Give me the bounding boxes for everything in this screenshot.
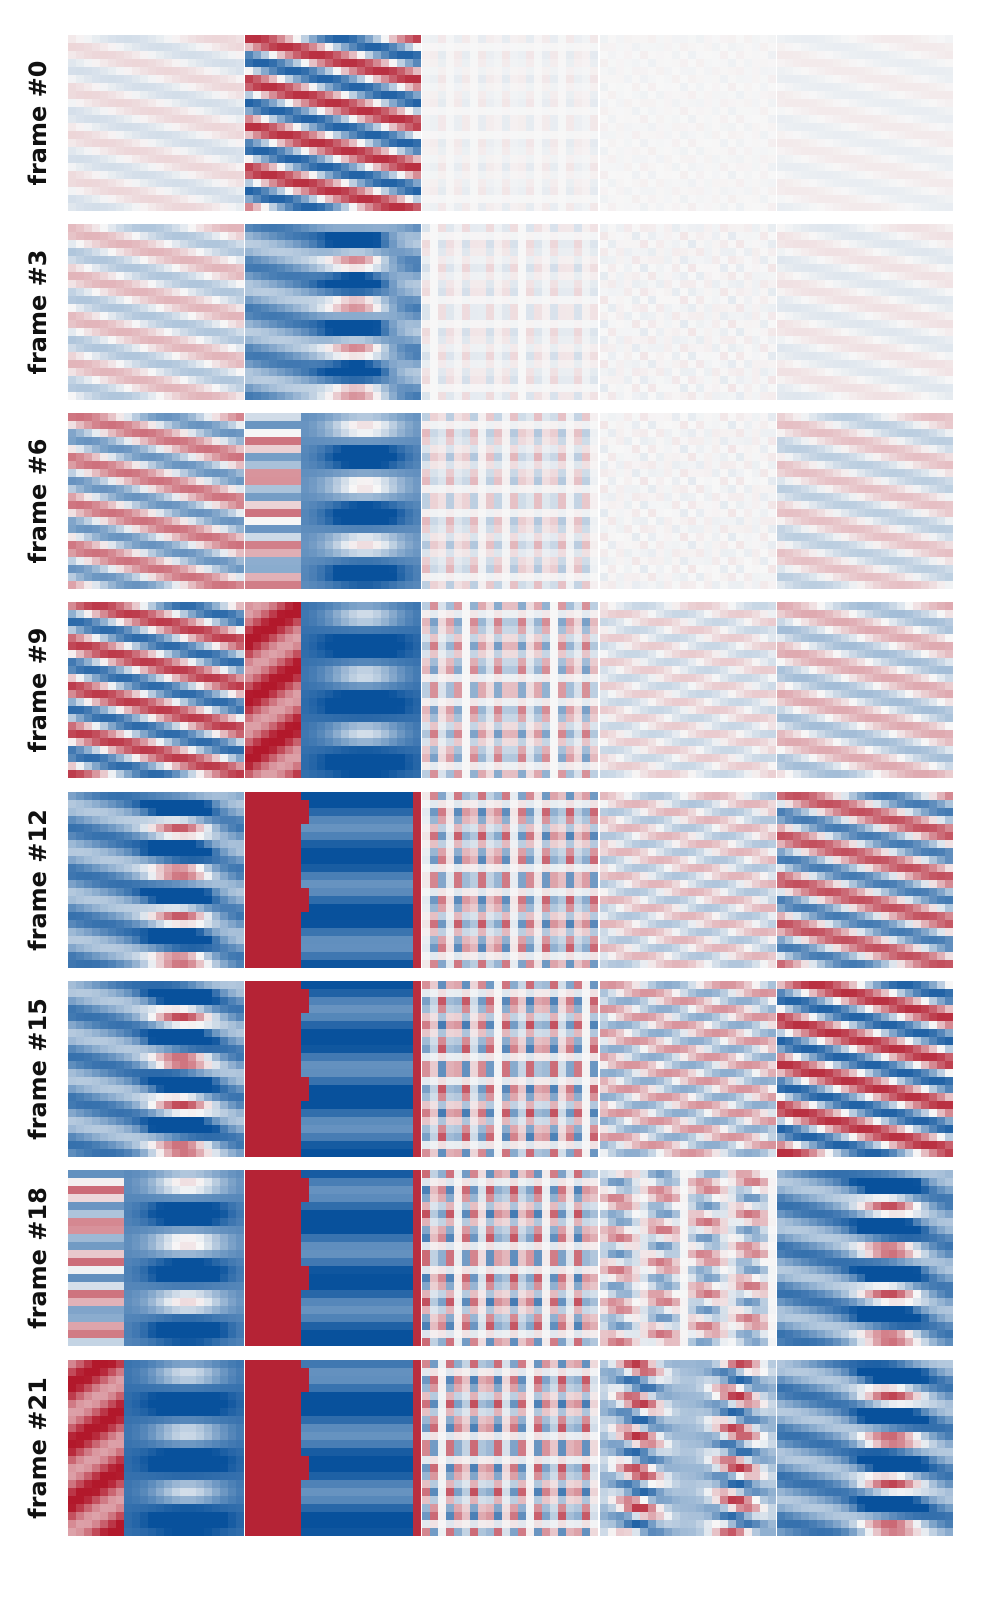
- heatmap-panel: [777, 35, 953, 211]
- heatmap-field: [68, 602, 244, 778]
- heatmap-panel: [68, 792, 244, 968]
- heatmap-panel: [422, 35, 598, 211]
- heatmap-panel: [777, 413, 953, 589]
- heatmap-field: [422, 792, 598, 968]
- heatmap-panel: [422, 224, 598, 400]
- heatmap-field: [245, 224, 421, 400]
- heatmap-field: [245, 35, 421, 211]
- heatmap-panel: [68, 35, 244, 211]
- heatmap-panel: [245, 1360, 421, 1536]
- heatmap-panel: [600, 35, 776, 211]
- heatmap-panel: [600, 413, 776, 589]
- heatmap-field: [245, 1360, 421, 1536]
- heatmap-panel: [68, 602, 244, 778]
- heatmap-panel: [245, 224, 421, 400]
- heatmap-panel: [68, 413, 244, 589]
- heatmap-panel: [245, 981, 421, 1157]
- heatmap-field: [245, 1170, 421, 1346]
- heatmap-panel: [422, 981, 598, 1157]
- row-label: frame #21: [24, 1377, 52, 1519]
- heatmap-panel: [600, 602, 776, 778]
- heatmap-field: [600, 1170, 776, 1346]
- heatmap-panel: [245, 1170, 421, 1346]
- heatmap-field: [422, 224, 598, 400]
- heatmap-field: [68, 792, 244, 968]
- heatmap-field: [777, 224, 953, 400]
- heatmap-field: [68, 1360, 244, 1536]
- heatmap-panel: [600, 224, 776, 400]
- heatmap-panel: [422, 792, 598, 968]
- heatmap-panel: [600, 981, 776, 1157]
- row-label: frame #3: [24, 249, 52, 375]
- heatmap-panel: [422, 1170, 598, 1346]
- heatmap-panel: [245, 413, 421, 589]
- heatmap-field: [777, 35, 953, 211]
- heatmap-field: [422, 602, 598, 778]
- heatmap-panel: [245, 602, 421, 778]
- heatmap-panel: [600, 1170, 776, 1346]
- heatmap-field: [245, 602, 421, 778]
- heatmap-field: [600, 224, 776, 400]
- heatmap-field: [245, 981, 421, 1157]
- heatmap-panel: [600, 1360, 776, 1536]
- heatmap-field: [777, 1170, 953, 1346]
- heatmap-panel: [600, 792, 776, 968]
- row-label: frame #9: [24, 627, 52, 753]
- row-label: frame #6: [24, 438, 52, 564]
- heatmap-field: [68, 981, 244, 1157]
- heatmap-field: [68, 35, 244, 211]
- heatmap-field: [600, 602, 776, 778]
- heatmap-field: [777, 792, 953, 968]
- heatmap-field: [422, 981, 598, 1157]
- heatmap-panel: [68, 1170, 244, 1346]
- heatmap-field: [777, 981, 953, 1157]
- heatmap-field: [777, 413, 953, 589]
- heatmap-panel: [777, 1170, 953, 1346]
- heatmap-panel: [245, 792, 421, 968]
- heatmap-panel: [777, 602, 953, 778]
- heatmap-field: [68, 224, 244, 400]
- heatmap-field: [422, 413, 598, 589]
- heatmap-field: [600, 35, 776, 211]
- heatmap-panel: [68, 981, 244, 1157]
- heatmap-field: [422, 1170, 598, 1346]
- heatmap-panel: [777, 224, 953, 400]
- heatmap-panel: [422, 1360, 598, 1536]
- heatmap-field: [68, 413, 244, 589]
- heatmap-panel: [777, 981, 953, 1157]
- row-label: frame #0: [24, 60, 52, 186]
- heatmap-field: [600, 981, 776, 1157]
- heatmap-panel: [777, 792, 953, 968]
- row-label: frame #12: [24, 809, 52, 951]
- heatmap-field: [68, 1170, 244, 1346]
- heatmap-panel: [68, 1360, 244, 1536]
- heatmap-field: [245, 792, 421, 968]
- row-label: frame #18: [24, 1187, 52, 1329]
- heatmap-field: [422, 35, 598, 211]
- heatmap-panel: [245, 35, 421, 211]
- heatmap-field: [422, 1360, 598, 1536]
- heatmap-panel: [422, 602, 598, 778]
- row-label: frame #15: [24, 998, 52, 1140]
- heatmap-field: [245, 413, 421, 589]
- heatmap-field: [777, 602, 953, 778]
- heatmap-panel: [777, 1360, 953, 1536]
- heatmap-field: [600, 1360, 776, 1536]
- heatmap-panel: [68, 224, 244, 400]
- heatmap-panel: [422, 413, 598, 589]
- heatmap-field: [600, 792, 776, 968]
- heatmap-field: [777, 1360, 953, 1536]
- heatmap-field: [600, 413, 776, 589]
